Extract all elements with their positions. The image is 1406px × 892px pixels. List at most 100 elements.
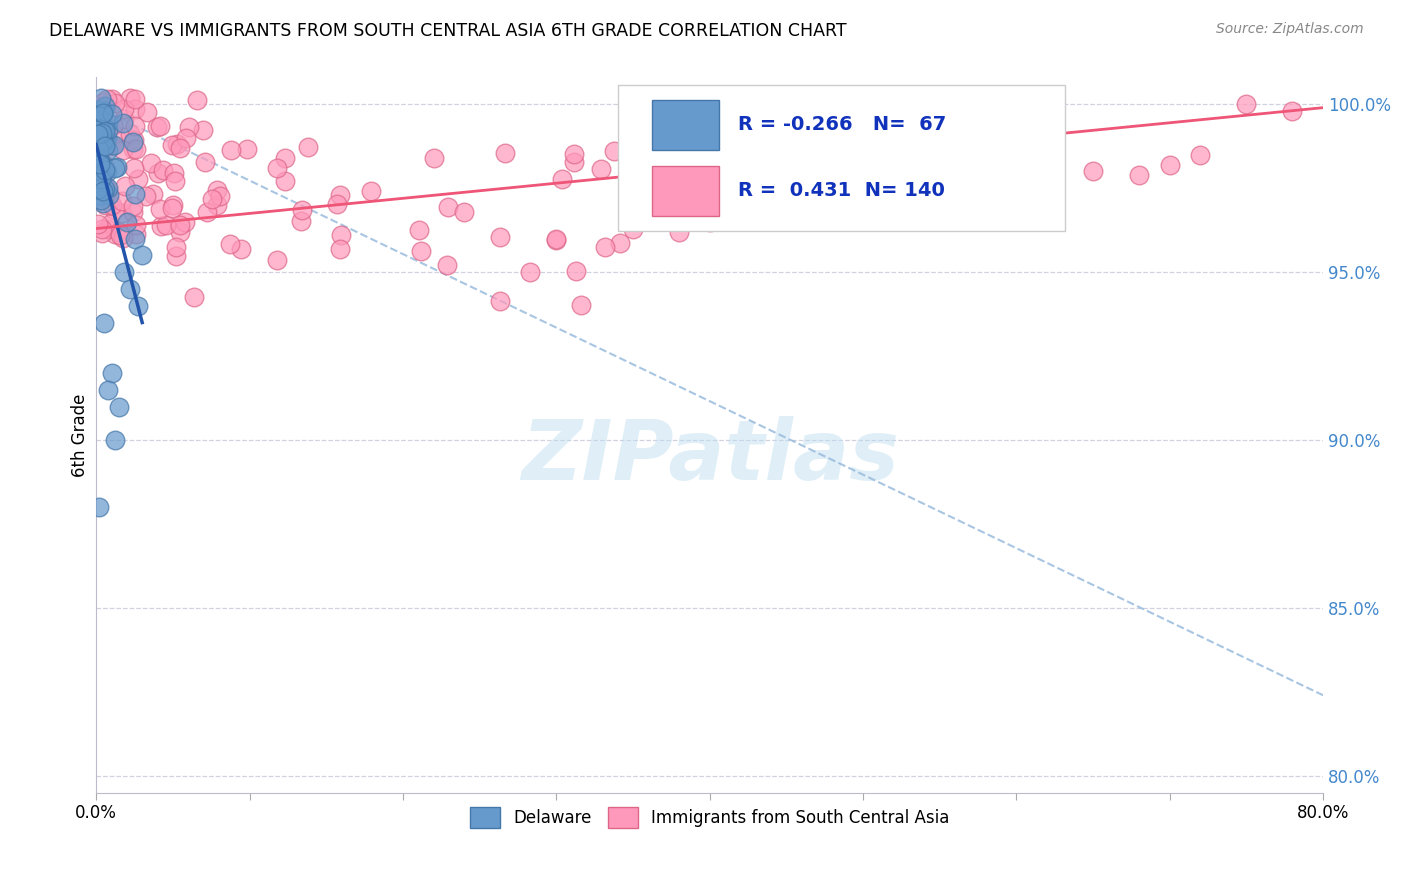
Point (122, 199, 145, 213)
Point (89, 155, 111, 169)
Point (219, 143, 242, 157)
Point (325, 196, 347, 211)
Point (205, 183, 228, 197)
Point (112, 102, 135, 116)
Point (121, 135, 143, 149)
Point (120, 127, 142, 141)
Point (94, 124, 117, 138)
Point (166, 137, 188, 152)
Point (145, 120, 167, 134)
Point (94, 181, 117, 195)
Point (101, 92, 124, 106)
Point (297, 139, 319, 153)
Point (186, 93, 208, 107)
Point (127, 171, 149, 186)
Point (87, 103, 110, 117)
Point (89, 122, 111, 136)
Point (90, 160, 112, 174)
Point (169, 225, 191, 239)
Point (89, 189, 111, 203)
Point (105, 130, 128, 145)
Point (139, 155, 162, 169)
Point (97, 187, 120, 202)
Point (191, 123, 214, 137)
Point (115, 215, 138, 229)
Point (195, 204, 218, 219)
Point (124, 103, 146, 117)
Point (519, 265, 541, 279)
Point (165, 240, 187, 254)
Point (928, 181, 950, 195)
Point (96, 165, 118, 179)
Point (160, 138, 183, 153)
Point (108, 228, 131, 243)
Point (89, 140, 111, 154)
Y-axis label: 6th Grade: 6th Grade (72, 393, 89, 476)
Point (546, 232, 568, 246)
Point (91, 165, 114, 179)
Point (730, 211, 752, 226)
Point (148, 166, 170, 180)
Point (621, 221, 644, 235)
Point (100, 198, 122, 212)
Point (89, 178, 111, 193)
Text: ZIPatlas: ZIPatlas (520, 416, 898, 497)
Point (96, 222, 118, 236)
Text: Source: ZipAtlas.com: Source: ZipAtlas.com (1216, 22, 1364, 37)
Point (89, 157, 111, 171)
Point (1036, 178, 1059, 192)
Point (112, 112, 135, 127)
Point (91, 126, 114, 140)
Point (569, 298, 592, 312)
Point (124, 119, 146, 133)
Point (564, 264, 586, 278)
Point (97, 143, 120, 157)
Point (96, 92, 118, 106)
Point (974, 185, 997, 199)
Point (97, 116, 120, 130)
Point (169, 141, 191, 155)
Point (183, 290, 205, 304)
Point (90, 91, 112, 105)
Point (87, 165, 110, 179)
Point (1159, 158, 1181, 172)
Point (163, 166, 186, 180)
FancyBboxPatch shape (617, 85, 1066, 231)
Point (87, 125, 110, 139)
Point (104, 227, 127, 242)
Point (103, 138, 125, 153)
Point (93, 197, 115, 211)
Point (94, 163, 117, 178)
Point (89, 153, 111, 168)
Point (291, 202, 314, 217)
Point (125, 218, 148, 232)
Point (360, 185, 382, 199)
Point (1005, 175, 1028, 189)
Point (93, 316, 115, 330)
Point (423, 151, 446, 165)
Point (883, 191, 905, 205)
Point (97, 383, 120, 397)
Point (91, 127, 114, 141)
Point (93, 158, 115, 172)
Point (149, 219, 172, 233)
Point (330, 228, 353, 243)
Point (544, 233, 567, 247)
Point (127, 299, 149, 313)
Point (219, 236, 242, 251)
Point (121, 205, 143, 219)
Point (174, 215, 197, 229)
Point (152, 163, 174, 178)
Point (124, 92, 146, 106)
Point (668, 225, 690, 239)
Point (1128, 168, 1150, 182)
Point (87, 138, 110, 153)
Point (87, 217, 110, 231)
Point (90, 173, 112, 187)
Point (453, 205, 475, 219)
Point (775, 204, 797, 219)
Point (131, 248, 153, 262)
Point (1081, 164, 1104, 178)
Point (94, 134, 117, 148)
Point (90, 194, 112, 208)
